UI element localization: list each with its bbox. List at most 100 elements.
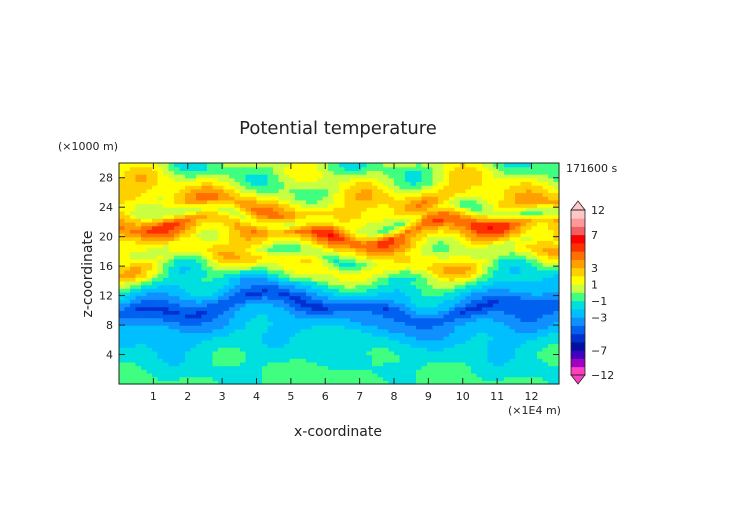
heatmap-cell <box>509 291 516 297</box>
heatmap-cell <box>542 314 549 319</box>
heatmap-cell <box>504 328 511 334</box>
heatmap-cell <box>146 332 153 337</box>
heatmap-cell <box>487 314 494 319</box>
heatmap-cell <box>278 214 285 219</box>
heatmap-cell <box>399 247 406 252</box>
heatmap-cell <box>509 258 516 264</box>
heatmap-cell <box>278 372 285 378</box>
heatmap-cell <box>300 332 307 337</box>
heatmap-cell <box>240 262 247 267</box>
heatmap-cell <box>234 306 241 311</box>
heatmap-cell <box>526 251 533 256</box>
heatmap-cell <box>427 302 434 308</box>
heatmap-cell <box>300 321 307 326</box>
heatmap-cell <box>135 174 142 179</box>
heatmap-cell <box>295 339 302 345</box>
heatmap-cell <box>427 177 434 183</box>
heatmap-cell <box>196 343 203 348</box>
heatmap-cell <box>482 376 489 381</box>
heatmap-cell <box>119 280 126 286</box>
heatmap-cell <box>322 177 329 183</box>
heatmap-cell <box>339 174 346 179</box>
heatmap-cell <box>317 210 324 216</box>
heatmap-cell <box>146 361 153 367</box>
heatmap-cell <box>267 310 274 315</box>
heatmap-cell <box>251 166 258 171</box>
heatmap-cell <box>449 236 456 241</box>
heatmap-cell <box>130 291 137 297</box>
heatmap-cell <box>432 354 439 359</box>
heatmap-cell <box>399 229 406 234</box>
heatmap-cell <box>515 188 522 194</box>
heatmap-cell <box>124 361 131 367</box>
heatmap-cell <box>185 258 192 264</box>
heatmap-cell <box>119 343 126 348</box>
heatmap-cell <box>432 310 439 315</box>
heatmap-cell <box>273 302 280 308</box>
heatmap-cell <box>174 199 181 205</box>
heatmap-cell <box>509 214 516 219</box>
x-tick-label: 2 <box>184 390 191 403</box>
heatmap-cell <box>262 266 269 271</box>
heatmap-cell <box>344 306 351 311</box>
heatmap-cell <box>262 369 269 374</box>
heatmap-cell <box>399 314 406 319</box>
heatmap-cell <box>377 247 384 252</box>
heatmap-cell <box>344 203 351 208</box>
heatmap-cell <box>487 207 494 212</box>
heatmap-cell <box>240 277 247 282</box>
heatmap-cell <box>548 321 555 326</box>
heatmap-cell <box>306 214 313 219</box>
heatmap-cell <box>405 262 412 267</box>
heatmap-cell <box>383 210 390 216</box>
heatmap-cell <box>361 365 368 370</box>
heatmap-cell <box>284 214 291 219</box>
heatmap-cell <box>130 199 137 205</box>
colorbar-swatch <box>571 259 585 269</box>
heatmap-cell <box>152 284 159 289</box>
heatmap-cell <box>190 196 197 201</box>
heatmap-cell <box>262 321 269 326</box>
heatmap-cell <box>234 358 241 363</box>
heatmap-cell <box>163 229 170 234</box>
heatmap-cell <box>355 166 362 171</box>
heatmap-cell <box>482 365 489 370</box>
heatmap-cell <box>427 225 434 230</box>
heatmap-cell <box>190 251 197 256</box>
heatmap-cell <box>218 288 225 293</box>
heatmap-cell <box>174 214 181 219</box>
heatmap-cell <box>273 166 280 171</box>
heatmap-cell <box>328 347 335 352</box>
heatmap-cell <box>339 314 346 319</box>
heatmap-cell <box>432 185 439 190</box>
heatmap-cell <box>416 339 423 345</box>
heatmap-cell <box>317 288 324 293</box>
heatmap-cell <box>278 174 285 179</box>
heatmap-cell <box>284 273 291 278</box>
heatmap-cell <box>421 273 428 278</box>
heatmap-cell <box>289 199 296 205</box>
heatmap-cell <box>256 170 263 175</box>
heatmap-cell <box>289 291 296 297</box>
heatmap-cell <box>465 266 472 271</box>
heatmap-cell <box>262 229 269 234</box>
heatmap-cell <box>493 229 500 234</box>
heatmap-cell <box>542 358 549 363</box>
heatmap-cell <box>223 244 230 249</box>
heatmap-cell <box>377 236 384 241</box>
heatmap-cell <box>498 262 505 267</box>
heatmap-cell <box>306 255 313 260</box>
heatmap-cell <box>542 255 549 260</box>
heatmap-cell <box>493 288 500 293</box>
heatmap-cell <box>504 314 511 319</box>
heatmap-cell <box>141 361 148 367</box>
heatmap-cell <box>443 244 450 249</box>
heatmap-cell <box>212 188 219 194</box>
heatmap-cell <box>416 247 423 252</box>
heatmap-cell <box>366 317 373 322</box>
heatmap-cell <box>432 336 439 341</box>
heatmap-cell <box>399 310 406 315</box>
heatmap-cell <box>372 177 379 183</box>
heatmap-cell <box>553 210 560 216</box>
heatmap-cell <box>542 325 549 330</box>
